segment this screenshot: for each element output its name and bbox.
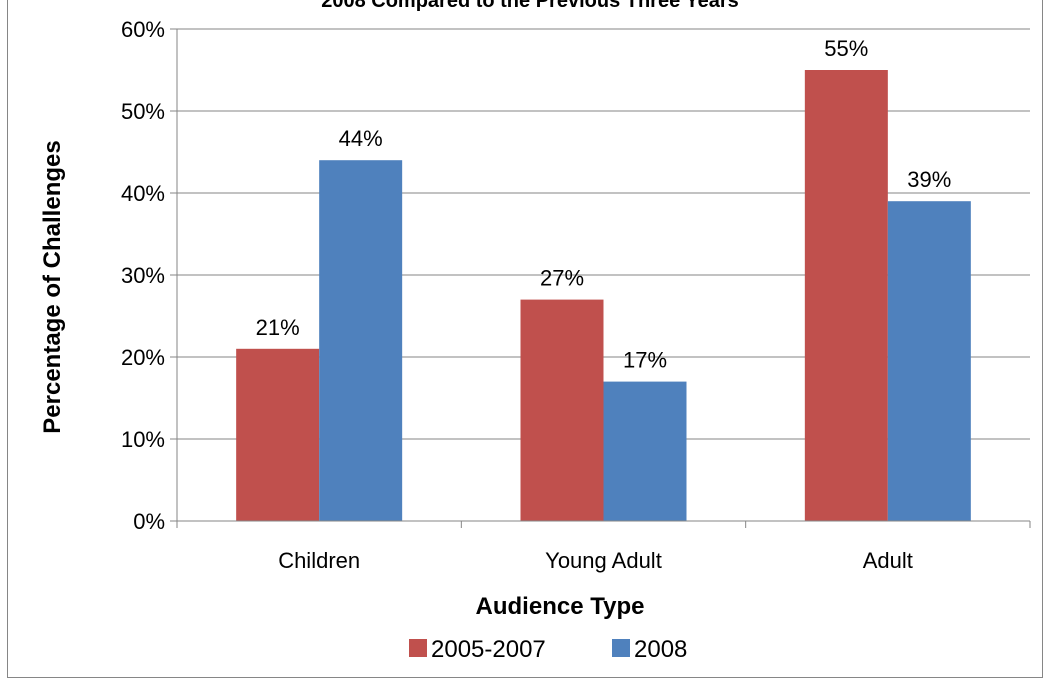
bar-2008-Children: [319, 160, 402, 521]
y-tick-label: 0%: [133, 509, 165, 534]
y-tick-label: 20%: [121, 345, 165, 370]
bar-2005-2007-Children: [236, 349, 319, 521]
data-label: 17%: [623, 348, 667, 373]
y-tick-label: 30%: [121, 263, 165, 288]
x-tick-label: Adult: [863, 548, 913, 573]
legend-label: 2005-2007: [431, 636, 546, 663]
bar-2005-2007-Adult: [805, 70, 888, 521]
legend-swatch: [612, 639, 630, 657]
x-axis-title: Audience Type: [476, 593, 645, 620]
y-tick-label: 40%: [121, 181, 165, 206]
x-tick-label: Young Adult: [545, 548, 662, 573]
legend: 2005-2007 2008: [409, 636, 687, 663]
y-tick-label: 50%: [121, 99, 165, 124]
chart-title: 2008 Compared to the Previous Three Year…: [321, 0, 739, 12]
bar-2005-2007-Young Adult: [521, 300, 604, 521]
y-axis-title: Percentage of Challenges: [39, 140, 66, 433]
y-tick-label: 60%: [121, 17, 165, 42]
y-tick-label: 10%: [121, 427, 165, 452]
bar-2008-Young Adult: [604, 382, 687, 521]
bar-2008-Adult: [888, 201, 971, 521]
data-label: 44%: [339, 126, 383, 151]
legend-swatch: [409, 639, 427, 657]
x-axis-labels: Children Young Adult Adult: [278, 548, 913, 573]
data-label: 27%: [540, 266, 584, 291]
legend-label: 2008: [634, 636, 687, 663]
y-axis-ticks: 0% 10% 20% 30% 40% 50% 60%: [121, 17, 177, 534]
x-tick-label: Children: [278, 548, 360, 573]
data-label: 39%: [907, 167, 951, 192]
data-label: 55%: [824, 36, 868, 61]
data-label: 21%: [256, 315, 300, 340]
